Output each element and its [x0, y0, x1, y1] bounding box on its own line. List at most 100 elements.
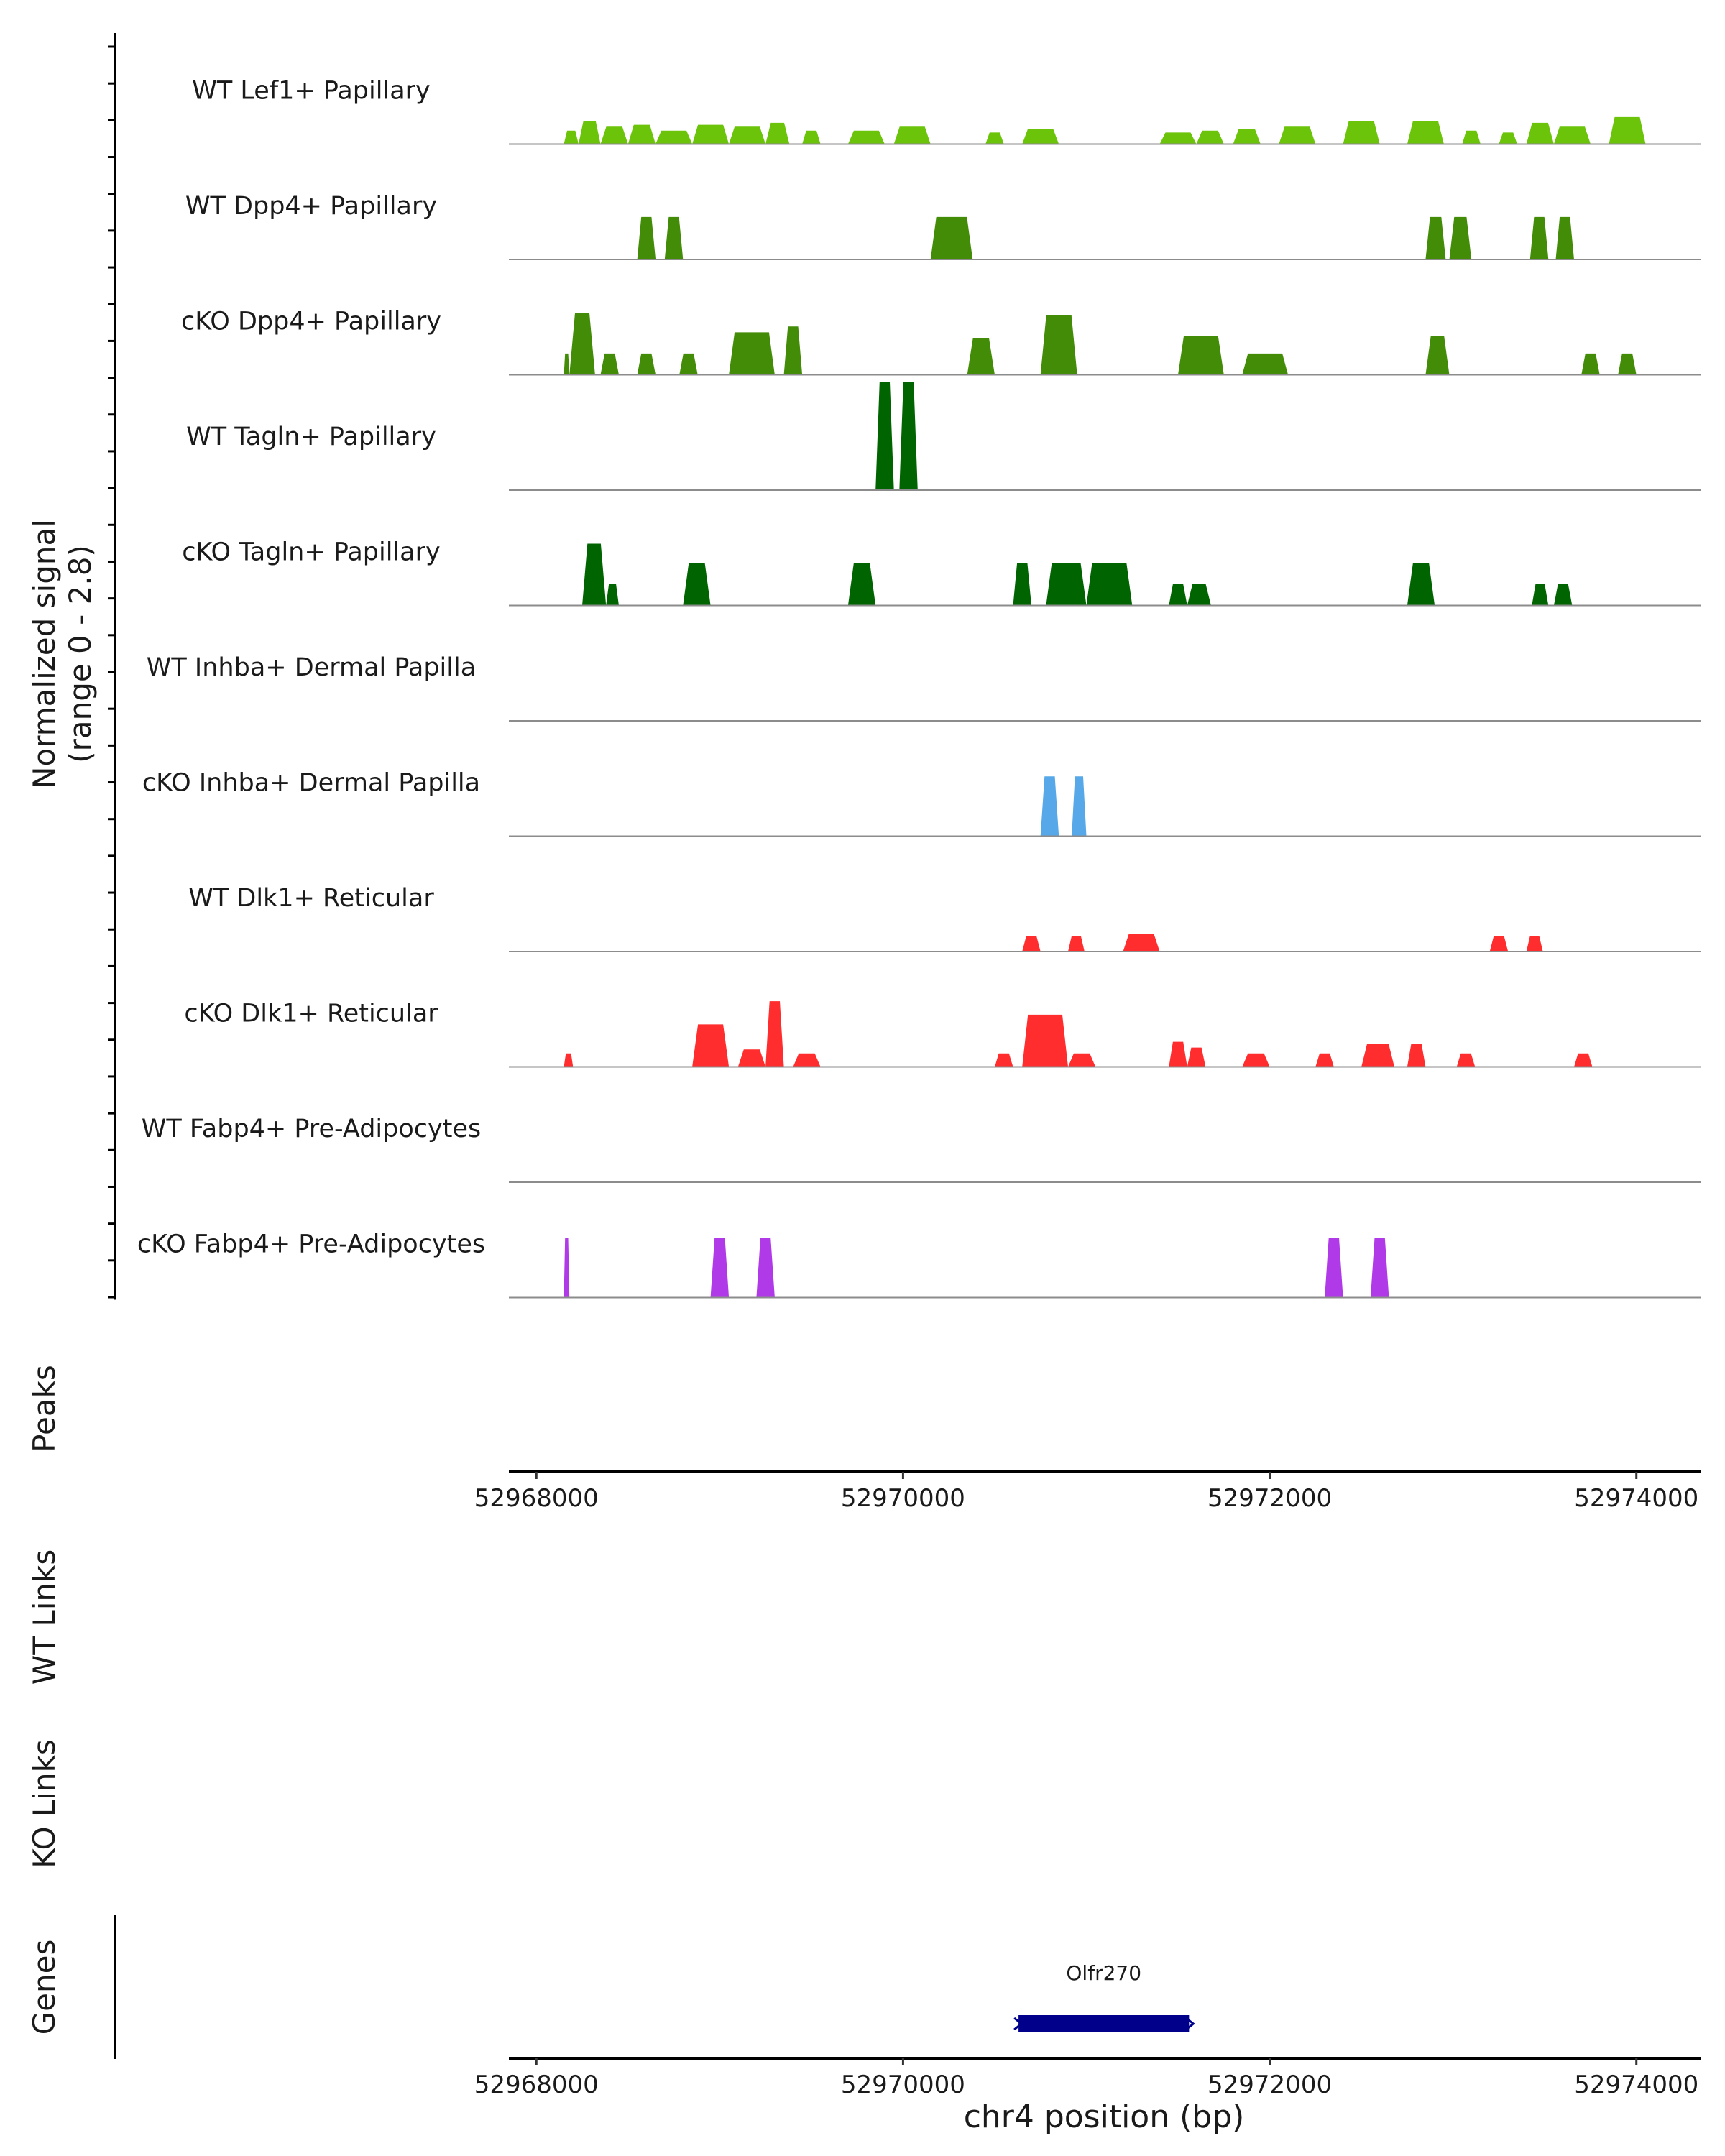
signal-peak [1242, 1053, 1270, 1067]
signal-peak [783, 326, 803, 375]
gene-label: Olfr270 [1066, 1961, 1141, 1985]
signal-peak [1407, 1044, 1426, 1067]
signal-peak [1325, 1238, 1343, 1298]
signal-peak [1022, 936, 1041, 952]
signal-peak [875, 382, 894, 490]
signal-peak [847, 563, 876, 606]
signal-peak [600, 126, 628, 144]
signal-peak [1169, 584, 1187, 606]
signal-peak [847, 130, 885, 144]
signal-peak [656, 130, 693, 144]
x-tick-label: 52970000 [841, 2070, 965, 2099]
signal-peak [1370, 1238, 1389, 1298]
signal-peak [1242, 353, 1289, 375]
track-5: cKO Tagln+ Papillary [182, 538, 1701, 607]
signal-peak [995, 1053, 1013, 1067]
gene-body [1018, 2015, 1190, 2032]
x-tick-label: 52968000 [474, 2070, 599, 2099]
signal-peak [1046, 563, 1087, 606]
wt-links-track-label: WT Links [27, 1549, 62, 1685]
signal-peak [692, 124, 730, 144]
track-8: WT Dlk1+ Reticular [188, 884, 1701, 952]
signal-peak [1233, 129, 1261, 144]
signal-peak [582, 543, 607, 606]
signal-peak [1462, 130, 1481, 144]
x-tick-label: 52974000 [1574, 1484, 1698, 1513]
coverage-tracks: WT Lef1+ Papillary WT Dpp4+ Papillary cKO … [137, 77, 1701, 1299]
signal-peak [1086, 563, 1133, 606]
track-label: cKO Inhba+ Dermal Papilla [142, 769, 480, 798]
signal-peak [729, 126, 766, 144]
x-axis-label: chr4 position (bp) [964, 2099, 1245, 2135]
track-label: WT Tagln+ Papillary [186, 423, 436, 451]
track-label: cKO Tagln+ Papillary [182, 538, 441, 567]
track-6: WT Inhba+ Dermal Papilla [147, 653, 1701, 722]
track-label: cKO Dlk1+ Reticular [184, 1000, 438, 1028]
ko-links-track-label: KO Links [27, 1739, 62, 1869]
signal-peak [1068, 1053, 1096, 1067]
signal-peak [1499, 132, 1517, 144]
signal-peak [1581, 353, 1600, 375]
track-label: WT Fabp4+ Pre-Adipocytes [142, 1115, 481, 1143]
signal-peak [802, 130, 821, 144]
signal-peak [1068, 936, 1085, 952]
signal-peak [683, 563, 711, 606]
signal-peak [692, 1024, 730, 1067]
signal-peak [985, 132, 1004, 144]
signal-peak [606, 584, 619, 606]
signal-peak [893, 126, 931, 144]
peaks-x-axis: 52968000 52970000 52972000 52974000 [474, 1470, 1701, 1513]
signal-peak [637, 216, 656, 259]
signal-peak [1618, 353, 1637, 375]
signal-peak [627, 124, 656, 144]
gene-end-mark [1185, 2017, 1195, 2031]
track-2: WT Dpp4+ Papillary [185, 192, 1701, 260]
track-1: WT Lef1+ Papillary [192, 77, 1701, 145]
signal-peak [1343, 121, 1380, 144]
track-label: WT Dpp4+ Papillary [185, 192, 437, 221]
signal-peak [1489, 936, 1509, 952]
signal-peak [737, 1049, 766, 1067]
signal-peak [765, 1001, 784, 1067]
x-tick-label: 52974000 [1574, 2070, 1698, 2099]
signal-peak [564, 130, 579, 144]
signal-peak [1013, 563, 1031, 606]
signal-peak [578, 121, 601, 144]
signal-peak [1530, 216, 1549, 259]
signal-peak [1553, 584, 1573, 606]
x-tick-label: 52970000 [841, 1484, 965, 1513]
signal-peak [1555, 216, 1574, 259]
signal-peak [564, 353, 570, 375]
signal-peak [1407, 563, 1435, 606]
genes-track-label: Genes [27, 1940, 62, 2035]
x-tick-label: 52968000 [474, 1484, 599, 1513]
signal-peak [1526, 122, 1554, 144]
signal-peak [1407, 121, 1444, 144]
signal-peak [793, 1053, 821, 1067]
signal-peak [899, 382, 918, 490]
signal-peak [1072, 776, 1087, 837]
signal-peak [1123, 934, 1160, 952]
track-7: cKO Inhba+ Dermal Papilla [142, 769, 1701, 837]
signal-peak [710, 1238, 730, 1298]
signal-peak [1022, 129, 1059, 144]
peaks-track-label: Peaks [27, 1365, 62, 1452]
track-10: WT Fabp4+ Pre-Adipocytes [142, 1115, 1701, 1183]
signal-peak [1187, 584, 1211, 606]
signal-peak [1456, 1053, 1476, 1067]
signal-peak [930, 216, 973, 259]
signal-peak [1526, 936, 1543, 952]
signal-peak [1022, 1014, 1068, 1067]
gene-strand-arrow [1013, 2017, 1024, 2031]
track-label: WT Inhba+ Dermal Papilla [147, 653, 476, 682]
genes-x-axis: 52968000 52970000 52972000 52974000 [474, 2057, 1701, 2099]
track-3: cKO Dpp4+ Papillary [181, 308, 1701, 376]
signal-y-axis [108, 33, 116, 1300]
track-label: WT Dlk1+ Reticular [188, 884, 434, 913]
signal-peak [1574, 1053, 1593, 1067]
signal-peak [1553, 126, 1591, 144]
track-11: cKO Fabp4+ Pre-Adipocytes [137, 1230, 1701, 1299]
signal-peak [1040, 315, 1077, 375]
signal-peak [729, 332, 775, 375]
